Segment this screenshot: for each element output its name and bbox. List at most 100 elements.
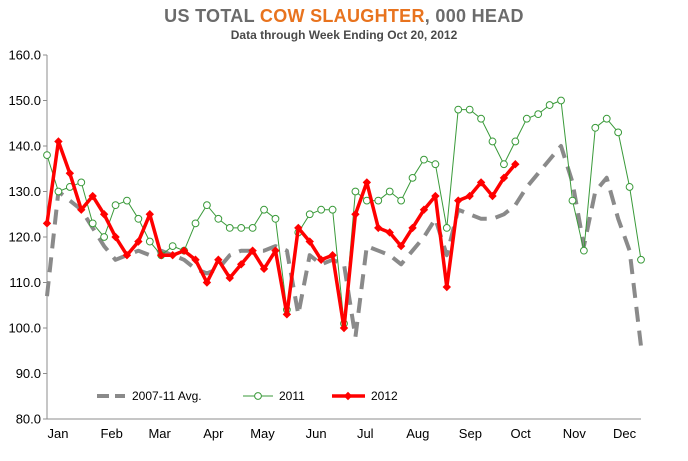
x-tick-label-jul: Jul xyxy=(357,426,374,441)
point-2011 xyxy=(431,160,440,169)
x-tick-label-may: May xyxy=(250,426,275,441)
x-tick-label-aug: Aug xyxy=(406,426,429,441)
chart-subtitle: Data through Week Ending Oct 20, 2012 xyxy=(230,28,458,42)
y-tick-label: 150.0 xyxy=(8,93,41,108)
point-2012 xyxy=(236,260,246,269)
point-2011 xyxy=(591,123,600,132)
point-2012 xyxy=(202,278,212,287)
point-2012 xyxy=(419,205,429,214)
point-2011 xyxy=(385,187,394,196)
y-tick-label: 120.0 xyxy=(8,230,41,245)
point-2012 xyxy=(351,210,360,219)
point-2012 xyxy=(42,219,52,228)
point-2012 xyxy=(454,196,463,205)
point-2012 xyxy=(99,210,109,219)
x-tick-label-mar: Mar xyxy=(148,426,171,441)
point-2012 xyxy=(122,251,132,260)
series-2012 xyxy=(42,137,520,333)
point-2011 xyxy=(500,160,508,169)
y-tick-label: 160.0 xyxy=(8,48,41,63)
point-2012 xyxy=(77,205,86,214)
point-2012 xyxy=(465,191,474,201)
title-part-1: US TOTAL xyxy=(164,6,260,26)
x-tick-label-dec: Dec xyxy=(613,426,637,441)
point-2011 xyxy=(305,210,314,219)
y-tick-label: 140.0 xyxy=(8,139,41,154)
title-highlight: COW SLAUGHTER xyxy=(259,6,425,26)
point-2011 xyxy=(145,237,154,246)
point-2012 xyxy=(225,273,234,283)
point-2012 xyxy=(168,251,177,260)
x-tick-label-feb: Feb xyxy=(100,426,122,441)
point-2011 xyxy=(191,219,200,228)
point-2011 xyxy=(203,201,211,210)
point-2012 xyxy=(328,251,337,260)
legend-label-2012: 2012 xyxy=(371,389,398,403)
point-2012 xyxy=(316,255,326,264)
point-2011 xyxy=(637,255,645,264)
legend-marker-2011 xyxy=(254,392,262,400)
point-2012 xyxy=(374,223,383,233)
point-2011 xyxy=(43,151,51,160)
point-2012 xyxy=(476,178,486,187)
chart-title: US TOTAL COW SLAUGHTER, 000 HEAD xyxy=(0,6,688,27)
legend-label-2011: 2011 xyxy=(279,389,305,403)
point-2012 xyxy=(111,232,120,242)
point-2011 xyxy=(134,214,143,223)
point-2012 xyxy=(396,241,406,251)
point-2012 xyxy=(282,310,292,319)
point-2011 xyxy=(328,205,337,214)
point-2012 xyxy=(294,223,303,233)
y-tick-label: 100.0 xyxy=(8,321,41,336)
point-2012 xyxy=(214,255,223,264)
x-tick-label-oct: Oct xyxy=(511,426,532,441)
x-tick-label-nov: Nov xyxy=(563,426,587,441)
point-2012 xyxy=(157,251,166,260)
point-2012 xyxy=(191,255,200,264)
x-tick-label-jan: Jan xyxy=(48,426,69,441)
series-layer xyxy=(42,96,645,347)
series-2011 xyxy=(43,96,645,328)
point-2011 xyxy=(260,205,268,214)
point-2011 xyxy=(168,242,177,251)
x-axis-ticks: Jan Feb Mar Apr May Jun Jul Aug Sep Oct Nov Dec xyxy=(48,426,637,441)
point-2011 xyxy=(579,246,588,255)
point-2011 xyxy=(614,128,623,137)
y-tick-label: 90.0 xyxy=(16,366,41,381)
point-2012 xyxy=(305,237,314,246)
point-2011 xyxy=(111,201,120,210)
legend-marker-2012 xyxy=(343,391,353,401)
point-2011 xyxy=(568,196,577,205)
y-tick-label: 110.0 xyxy=(9,275,41,290)
point-2011 xyxy=(511,137,520,146)
point-2011 xyxy=(248,224,257,232)
point-2012 xyxy=(431,191,440,201)
point-2011 xyxy=(522,114,531,123)
legend-label-2007-11-avg: 2007-11 Avg. xyxy=(132,389,202,403)
point-2011 xyxy=(534,110,543,119)
point-2011 xyxy=(442,224,451,232)
point-2012 xyxy=(499,173,509,183)
point-2011 xyxy=(477,114,485,123)
point-2011 xyxy=(488,137,497,146)
point-2011 xyxy=(54,187,63,196)
y-axis-ticks: 80.0 90.0 100.0 110.0 120.0 130.0 140.0 150.0 16… xyxy=(8,48,47,427)
point-2012 xyxy=(339,323,349,333)
point-2011 xyxy=(237,224,246,232)
point-2011 xyxy=(465,105,474,114)
title-part-3: , 000 HEAD xyxy=(424,6,524,26)
point-2011 xyxy=(271,214,280,223)
x-tick-label-sep: Sep xyxy=(459,426,482,441)
point-2011 xyxy=(351,187,360,196)
y-tick-label: 80.0 xyxy=(16,412,41,427)
point-2012 xyxy=(385,228,394,237)
point-2012 xyxy=(248,246,257,255)
point-2011 xyxy=(100,233,109,241)
axes xyxy=(46,55,641,420)
point-2012 xyxy=(54,137,63,146)
point-2011 xyxy=(545,101,554,109)
point-2012 xyxy=(145,210,155,219)
series-line-2011 xyxy=(46,99,642,324)
point-2011 xyxy=(123,196,131,205)
